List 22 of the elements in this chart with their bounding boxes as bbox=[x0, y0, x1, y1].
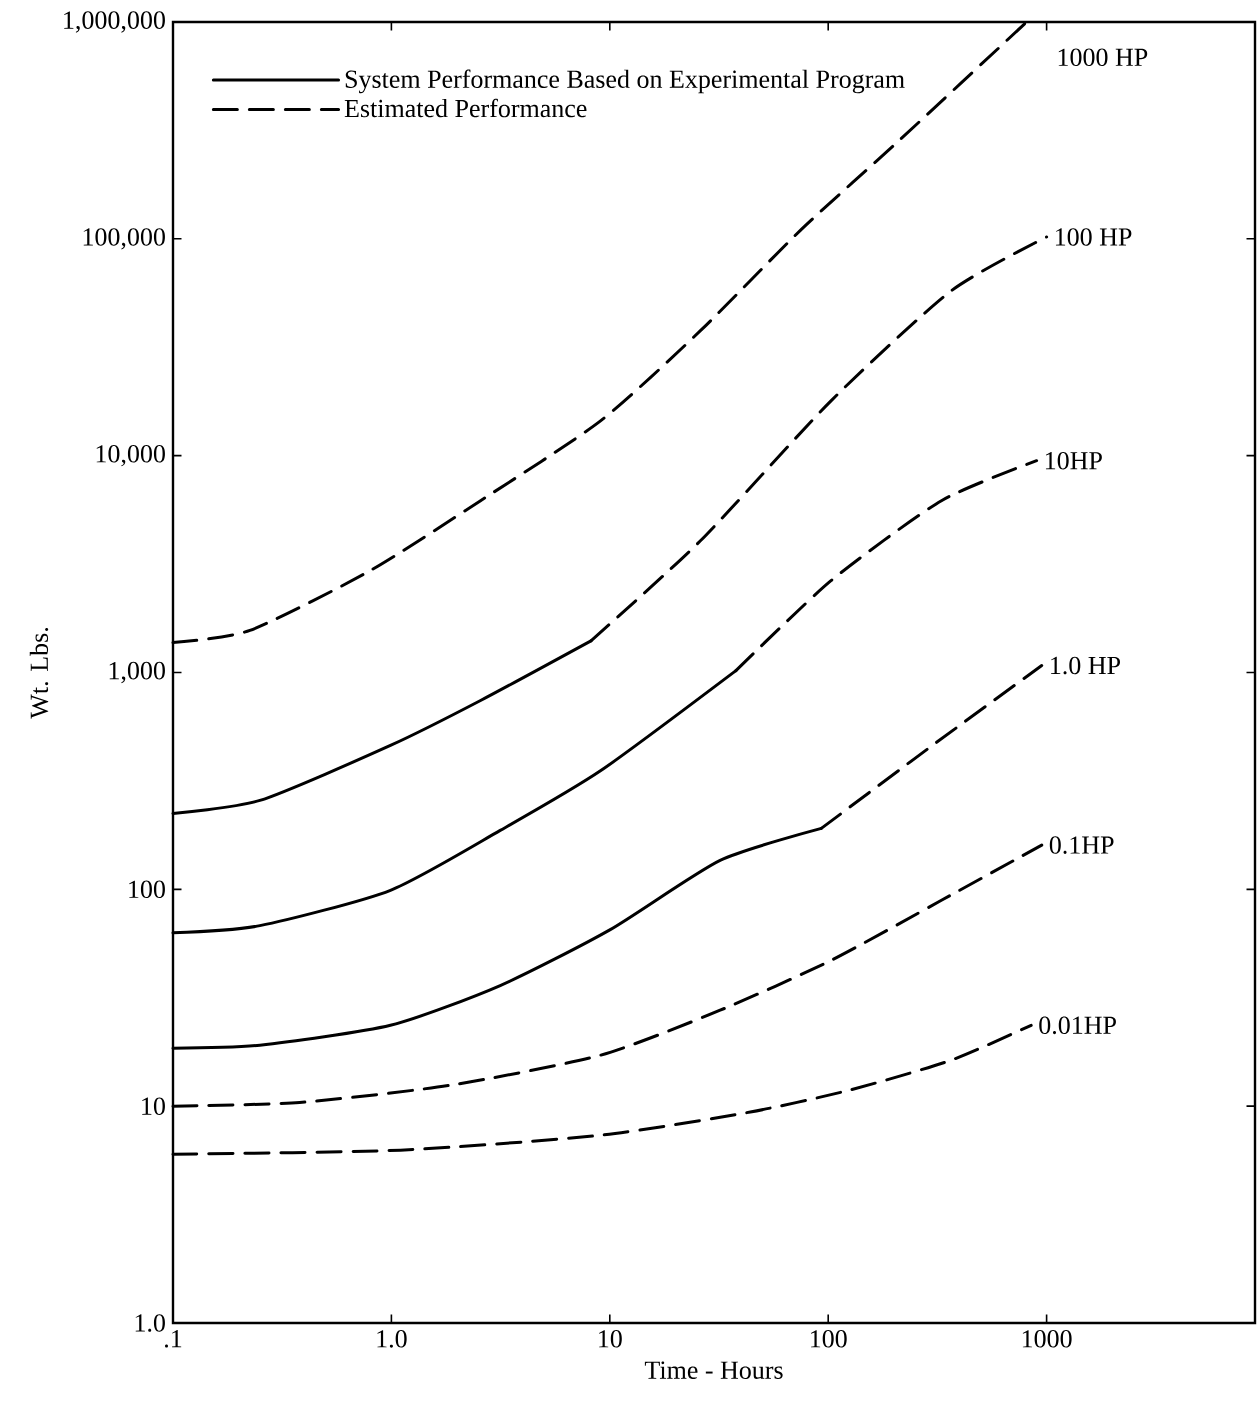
x-tick-label: .1 bbox=[164, 1330, 182, 1348]
x-axis-title: Time - Hours bbox=[644, 1361, 783, 1379]
x-tick-label: 10 bbox=[599, 1330, 622, 1348]
y-tick-label: 1,000 bbox=[109, 661, 165, 684]
y-tick-label: 100,000 bbox=[83, 228, 165, 250]
y-tick-label: 1.0 bbox=[135, 1314, 165, 1332]
y-axis-title: Wt. Lbs. bbox=[29, 627, 49, 719]
legend-label: Estimated Performance bbox=[344, 98, 587, 118]
y-tick-label: 100 bbox=[129, 880, 165, 899]
annotation: 0.1HP bbox=[1049, 836, 1114, 854]
x-tick-label: 1000 bbox=[1022, 1330, 1072, 1348]
y-tick-label: 10,000 bbox=[96, 445, 165, 467]
annotation: 10HP bbox=[1045, 451, 1102, 470]
legend-label: System Performance Based on Experimental Program bbox=[345, 69, 905, 94]
y-tick-label: 10 bbox=[142, 1097, 165, 1115]
x-tick-label: 100 bbox=[810, 1330, 847, 1348]
annotation: 0.01HP bbox=[1039, 1016, 1116, 1035]
annotation: 1000 HP bbox=[1058, 48, 1148, 67]
annotation: 1.0 HP bbox=[1051, 656, 1120, 675]
y-tick-label: 1,000,000 bbox=[64, 11, 165, 33]
x-tick-label: 1.0 bbox=[377, 1330, 407, 1348]
annotation: 100 HP bbox=[1055, 228, 1132, 246]
